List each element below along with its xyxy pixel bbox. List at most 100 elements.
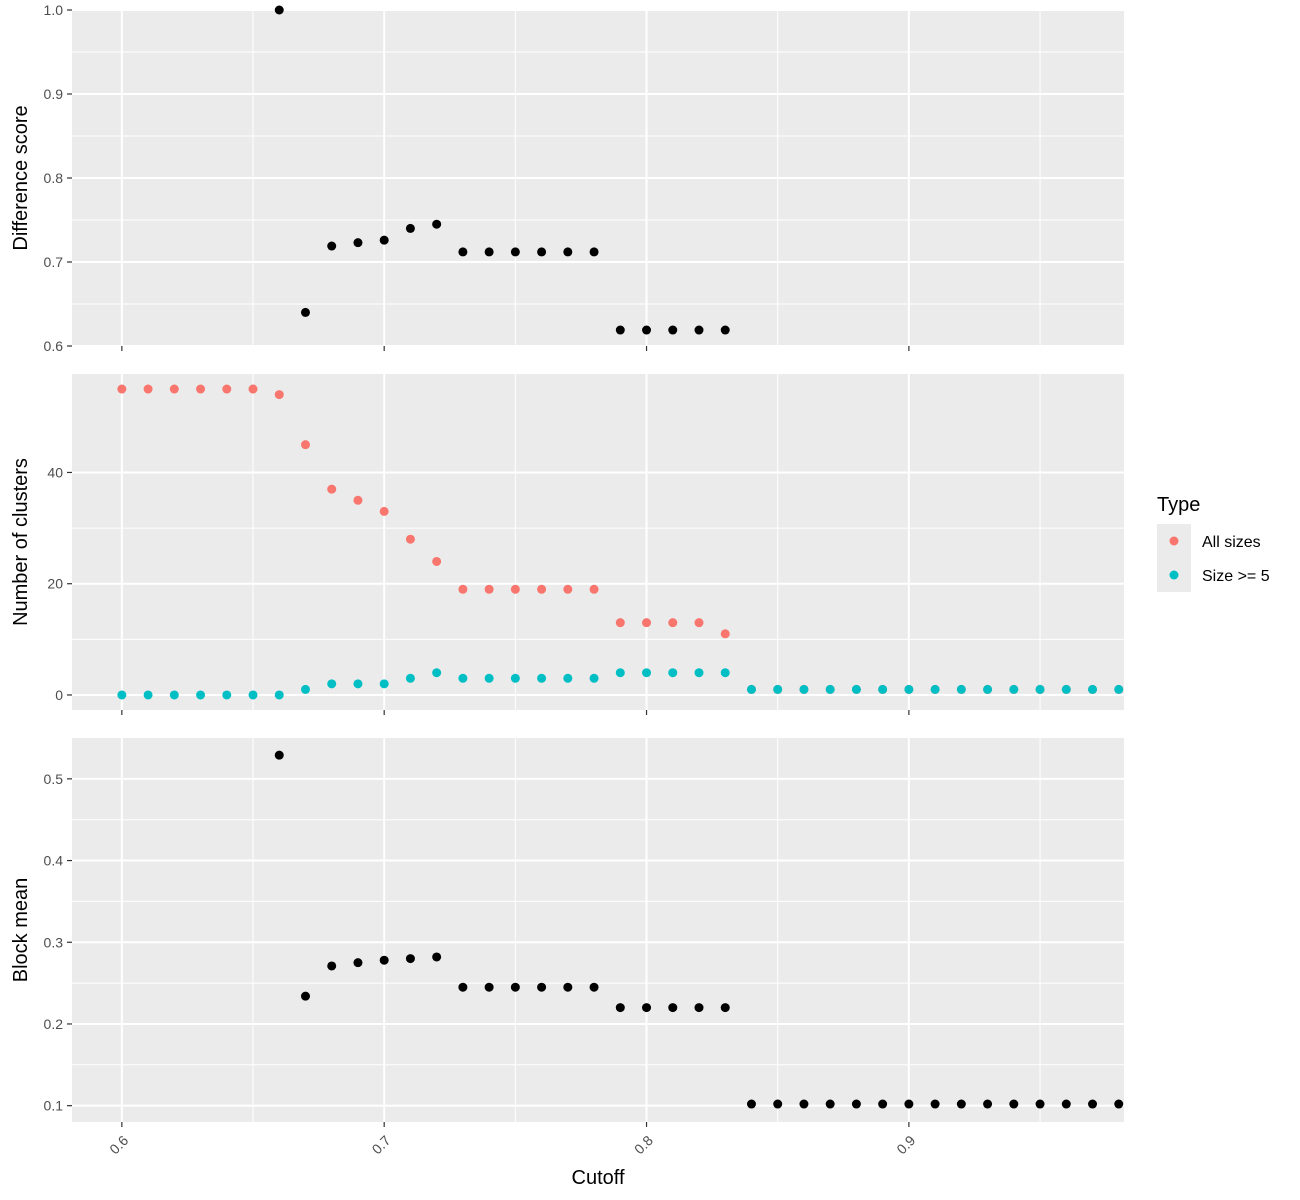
data-point xyxy=(720,325,730,335)
data-point xyxy=(615,618,625,628)
data-point xyxy=(746,1099,756,1109)
data-point xyxy=(904,1099,914,1109)
panels: 0.6 0.7 0.8 0.9 1.0 Difference score 0 20 40 Numb… xyxy=(10,2,1124,1157)
data-point xyxy=(196,690,206,700)
data-point xyxy=(196,384,206,394)
data-point xyxy=(930,1099,940,1109)
data-point xyxy=(432,952,442,962)
data-point xyxy=(1035,684,1045,694)
y-tick-label: 0.9 xyxy=(44,86,64,102)
data-point xyxy=(799,1099,809,1109)
data-point xyxy=(642,618,652,628)
y-tick-label: 0 xyxy=(55,687,63,703)
data-point xyxy=(537,247,547,257)
y-tick-label: 20 xyxy=(47,576,63,592)
data-point xyxy=(878,684,888,694)
y-axis-title: Difference score xyxy=(10,105,32,250)
data-point xyxy=(510,673,520,683)
data-point xyxy=(589,247,599,257)
data-point xyxy=(983,684,993,694)
data-point xyxy=(694,668,704,678)
data-point xyxy=(642,668,652,678)
data-point xyxy=(432,219,442,229)
data-point xyxy=(327,241,337,251)
data-point xyxy=(1009,1099,1019,1109)
data-point xyxy=(851,1099,861,1109)
data-point xyxy=(720,629,730,639)
data-point xyxy=(563,247,573,257)
y-tick-label: 0.1 xyxy=(44,1098,64,1114)
data-point xyxy=(825,684,835,694)
data-point xyxy=(720,668,730,678)
data-point xyxy=(248,690,258,700)
data-point xyxy=(143,384,153,394)
data-point xyxy=(563,982,573,992)
data-point xyxy=(405,954,415,964)
data-point xyxy=(379,235,389,245)
data-point xyxy=(458,982,468,992)
data-point xyxy=(1035,1099,1045,1109)
data-point xyxy=(799,684,809,694)
data-point xyxy=(668,325,678,335)
data-point xyxy=(537,584,547,594)
data-point xyxy=(956,684,966,694)
data-point xyxy=(458,673,468,683)
y-tick-label: 0.6 xyxy=(44,338,64,354)
data-point xyxy=(589,584,599,594)
data-point xyxy=(1088,1099,1098,1109)
data-point xyxy=(510,247,520,257)
series-1 xyxy=(274,750,1124,1109)
data-point xyxy=(537,982,547,992)
data-point xyxy=(1061,684,1071,694)
legend-key-size-ge-5 xyxy=(1169,570,1179,580)
data-point xyxy=(379,506,389,516)
data-point xyxy=(668,618,678,628)
data-point xyxy=(300,991,310,1001)
data-point xyxy=(274,690,284,700)
data-point xyxy=(458,247,468,257)
data-point xyxy=(222,384,232,394)
y-axis-title: Number of clusters xyxy=(10,458,32,626)
data-point xyxy=(432,668,442,678)
data-point xyxy=(274,390,284,400)
data-point xyxy=(694,1003,704,1013)
data-point xyxy=(720,1003,730,1013)
data-point xyxy=(983,1099,993,1109)
data-point xyxy=(1061,1099,1071,1109)
data-point xyxy=(1009,684,1019,694)
legend-label-all-sizes: All sizes xyxy=(1202,534,1261,551)
data-point xyxy=(353,958,363,968)
data-point xyxy=(1088,684,1098,694)
data-point xyxy=(589,673,599,683)
series-1 xyxy=(274,5,730,335)
data-point xyxy=(300,440,310,450)
data-point xyxy=(353,679,363,689)
data-point xyxy=(694,325,704,335)
data-point xyxy=(169,690,179,700)
data-point xyxy=(930,684,940,694)
data-point xyxy=(353,238,363,248)
data-point xyxy=(956,1099,966,1109)
data-point xyxy=(537,673,547,683)
panel-2: 0 20 40 Number of clusters xyxy=(10,374,1124,715)
data-point xyxy=(169,384,179,394)
data-point xyxy=(405,673,415,683)
data-point xyxy=(615,668,625,678)
panel-1: 0.6 0.7 0.8 0.9 1.0 Difference score xyxy=(10,2,1124,354)
data-point xyxy=(117,690,127,700)
legend-title: Type xyxy=(1157,494,1200,516)
data-point xyxy=(589,982,599,992)
data-point xyxy=(432,556,442,566)
data-point xyxy=(327,961,337,971)
data-point xyxy=(458,584,468,594)
y-tick-label: 40 xyxy=(47,464,63,480)
data-point xyxy=(248,384,258,394)
data-point xyxy=(300,684,310,694)
data-point xyxy=(668,668,678,678)
data-point xyxy=(510,584,520,594)
y-axis-title: Block mean xyxy=(10,878,32,983)
data-point xyxy=(851,684,861,694)
data-point xyxy=(615,1003,625,1013)
